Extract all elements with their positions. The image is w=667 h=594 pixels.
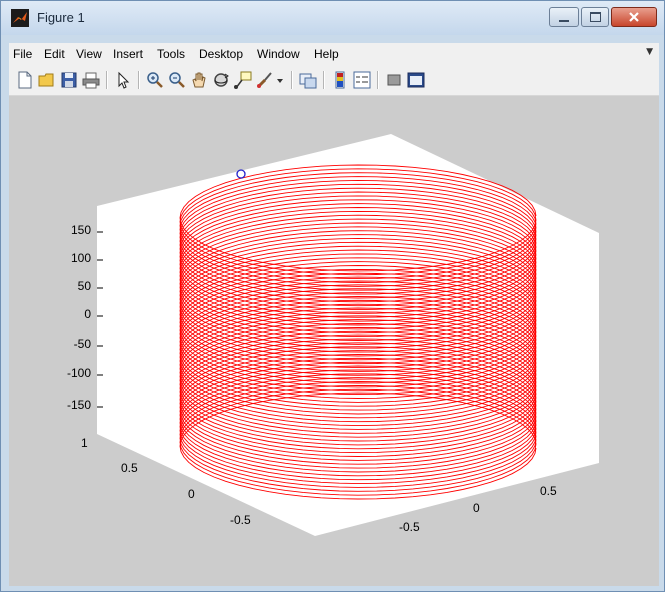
- edit-plot-arrow-icon[interactable]: [113, 70, 133, 90]
- y-tick-label: -0.5: [230, 513, 251, 527]
- save-icon[interactable]: [59, 70, 79, 90]
- helix-turn: [179, 214, 537, 322]
- helix-turn: [179, 187, 537, 295]
- helix-turn: [179, 230, 537, 338]
- helix-turn: [179, 245, 537, 353]
- helix-turn: [179, 237, 537, 345]
- helix-turn: [179, 222, 537, 330]
- y-tick-label: 1: [81, 436, 88, 450]
- minimize-icon: [559, 20, 569, 22]
- helix-turn: [179, 179, 537, 287]
- close-button[interactable]: [611, 7, 657, 27]
- helix-turn: [179, 234, 537, 341]
- link-plot-icon[interactable]: [298, 70, 318, 90]
- helix-turn: [179, 249, 537, 357]
- helix-turn: [179, 199, 537, 307]
- helix-turn: [179, 183, 537, 291]
- menu-file[interactable]: File: [13, 47, 33, 61]
- hide-plot-tools-icon[interactable]: [384, 70, 404, 90]
- menu-desktop[interactable]: Desktop: [199, 47, 244, 61]
- x-tick-label: 0: [473, 501, 480, 515]
- rotate-3d-icon[interactable]: [211, 70, 231, 90]
- print-icon[interactable]: [81, 70, 101, 90]
- z-tick-label: 0: [84, 307, 91, 321]
- helix-turn: [179, 210, 537, 318]
- maximize-button[interactable]: [581, 7, 609, 27]
- helix-turn: [179, 195, 537, 303]
- data-marker: [236, 169, 246, 179]
- helix-turn: [179, 164, 537, 272]
- helix-turn: [179, 168, 537, 276]
- menu-overflow-icon[interactable]: ▼: [646, 47, 653, 57]
- y-tick-label: 0: [188, 487, 195, 501]
- menu-edit[interactable]: Edit: [44, 47, 65, 61]
- pan-hand-icon[interactable]: [189, 70, 209, 90]
- maximize-icon: [589, 12, 601, 22]
- new-figure-icon[interactable]: [15, 70, 35, 90]
- z-tick-label: -150: [66, 398, 91, 412]
- menu-view[interactable]: View: [76, 47, 102, 61]
- x-tick-label: -0.5: [399, 520, 420, 534]
- figure-toolbar: [9, 65, 659, 96]
- menu-tools[interactable]: Tools: [157, 47, 186, 61]
- helix-turn: [179, 241, 537, 349]
- helix-turn: [179, 253, 537, 361]
- helix-turn: [179, 172, 537, 280]
- helix-turn: [179, 218, 537, 326]
- z-tick-label: -100: [66, 366, 91, 380]
- z-tick-label: -50: [73, 337, 91, 351]
- open-file-icon[interactable]: [37, 70, 57, 90]
- figure-canvas[interactable]: 150 100 50 0 -50 -100 -150 1 0.5 0 -0.5 …: [9, 96, 659, 586]
- minimize-button[interactable]: [549, 7, 579, 27]
- menu-insert[interactable]: Insert: [113, 47, 144, 61]
- colorbar-icon[interactable]: [330, 70, 350, 90]
- z-tick-marks: [97, 231, 103, 408]
- z-tick-label: 150: [70, 223, 91, 237]
- matlab-logo-icon: [11, 9, 29, 27]
- y-tick-label: 0.5: [121, 461, 138, 475]
- show-plot-tools-icon[interactable]: [406, 70, 426, 90]
- zoom-out-icon[interactable]: [167, 70, 187, 90]
- close-icon: [629, 12, 639, 22]
- legend-icon[interactable]: [352, 70, 372, 90]
- helix-turn: [179, 207, 537, 314]
- helix-turn: [179, 226, 537, 334]
- x-tick-label: 0.5: [540, 484, 557, 498]
- helix-turn: [179, 191, 537, 299]
- menu-window[interactable]: Window: [257, 47, 300, 61]
- z-tick-label: 100: [70, 251, 91, 265]
- menu-help[interactable]: Help: [314, 47, 339, 61]
- title-bar[interactable]: Figure 1: [1, 1, 664, 35]
- brush-icon[interactable]: [255, 70, 275, 90]
- brush-dropdown-icon[interactable]: [275, 70, 285, 90]
- helix-line: [179, 164, 537, 500]
- window-title: Figure 1: [37, 10, 85, 25]
- zoom-in-icon[interactable]: [145, 70, 165, 90]
- helix-plot[interactable]: [9, 96, 659, 586]
- z-tick-label: 50: [77, 279, 91, 293]
- data-cursor-icon[interactable]: [233, 70, 253, 90]
- menu-bar: File Edit View Insert Tools Desktop Wind…: [9, 43, 659, 65]
- helix-turn: [179, 203, 537, 311]
- helix-turn: [179, 176, 537, 283]
